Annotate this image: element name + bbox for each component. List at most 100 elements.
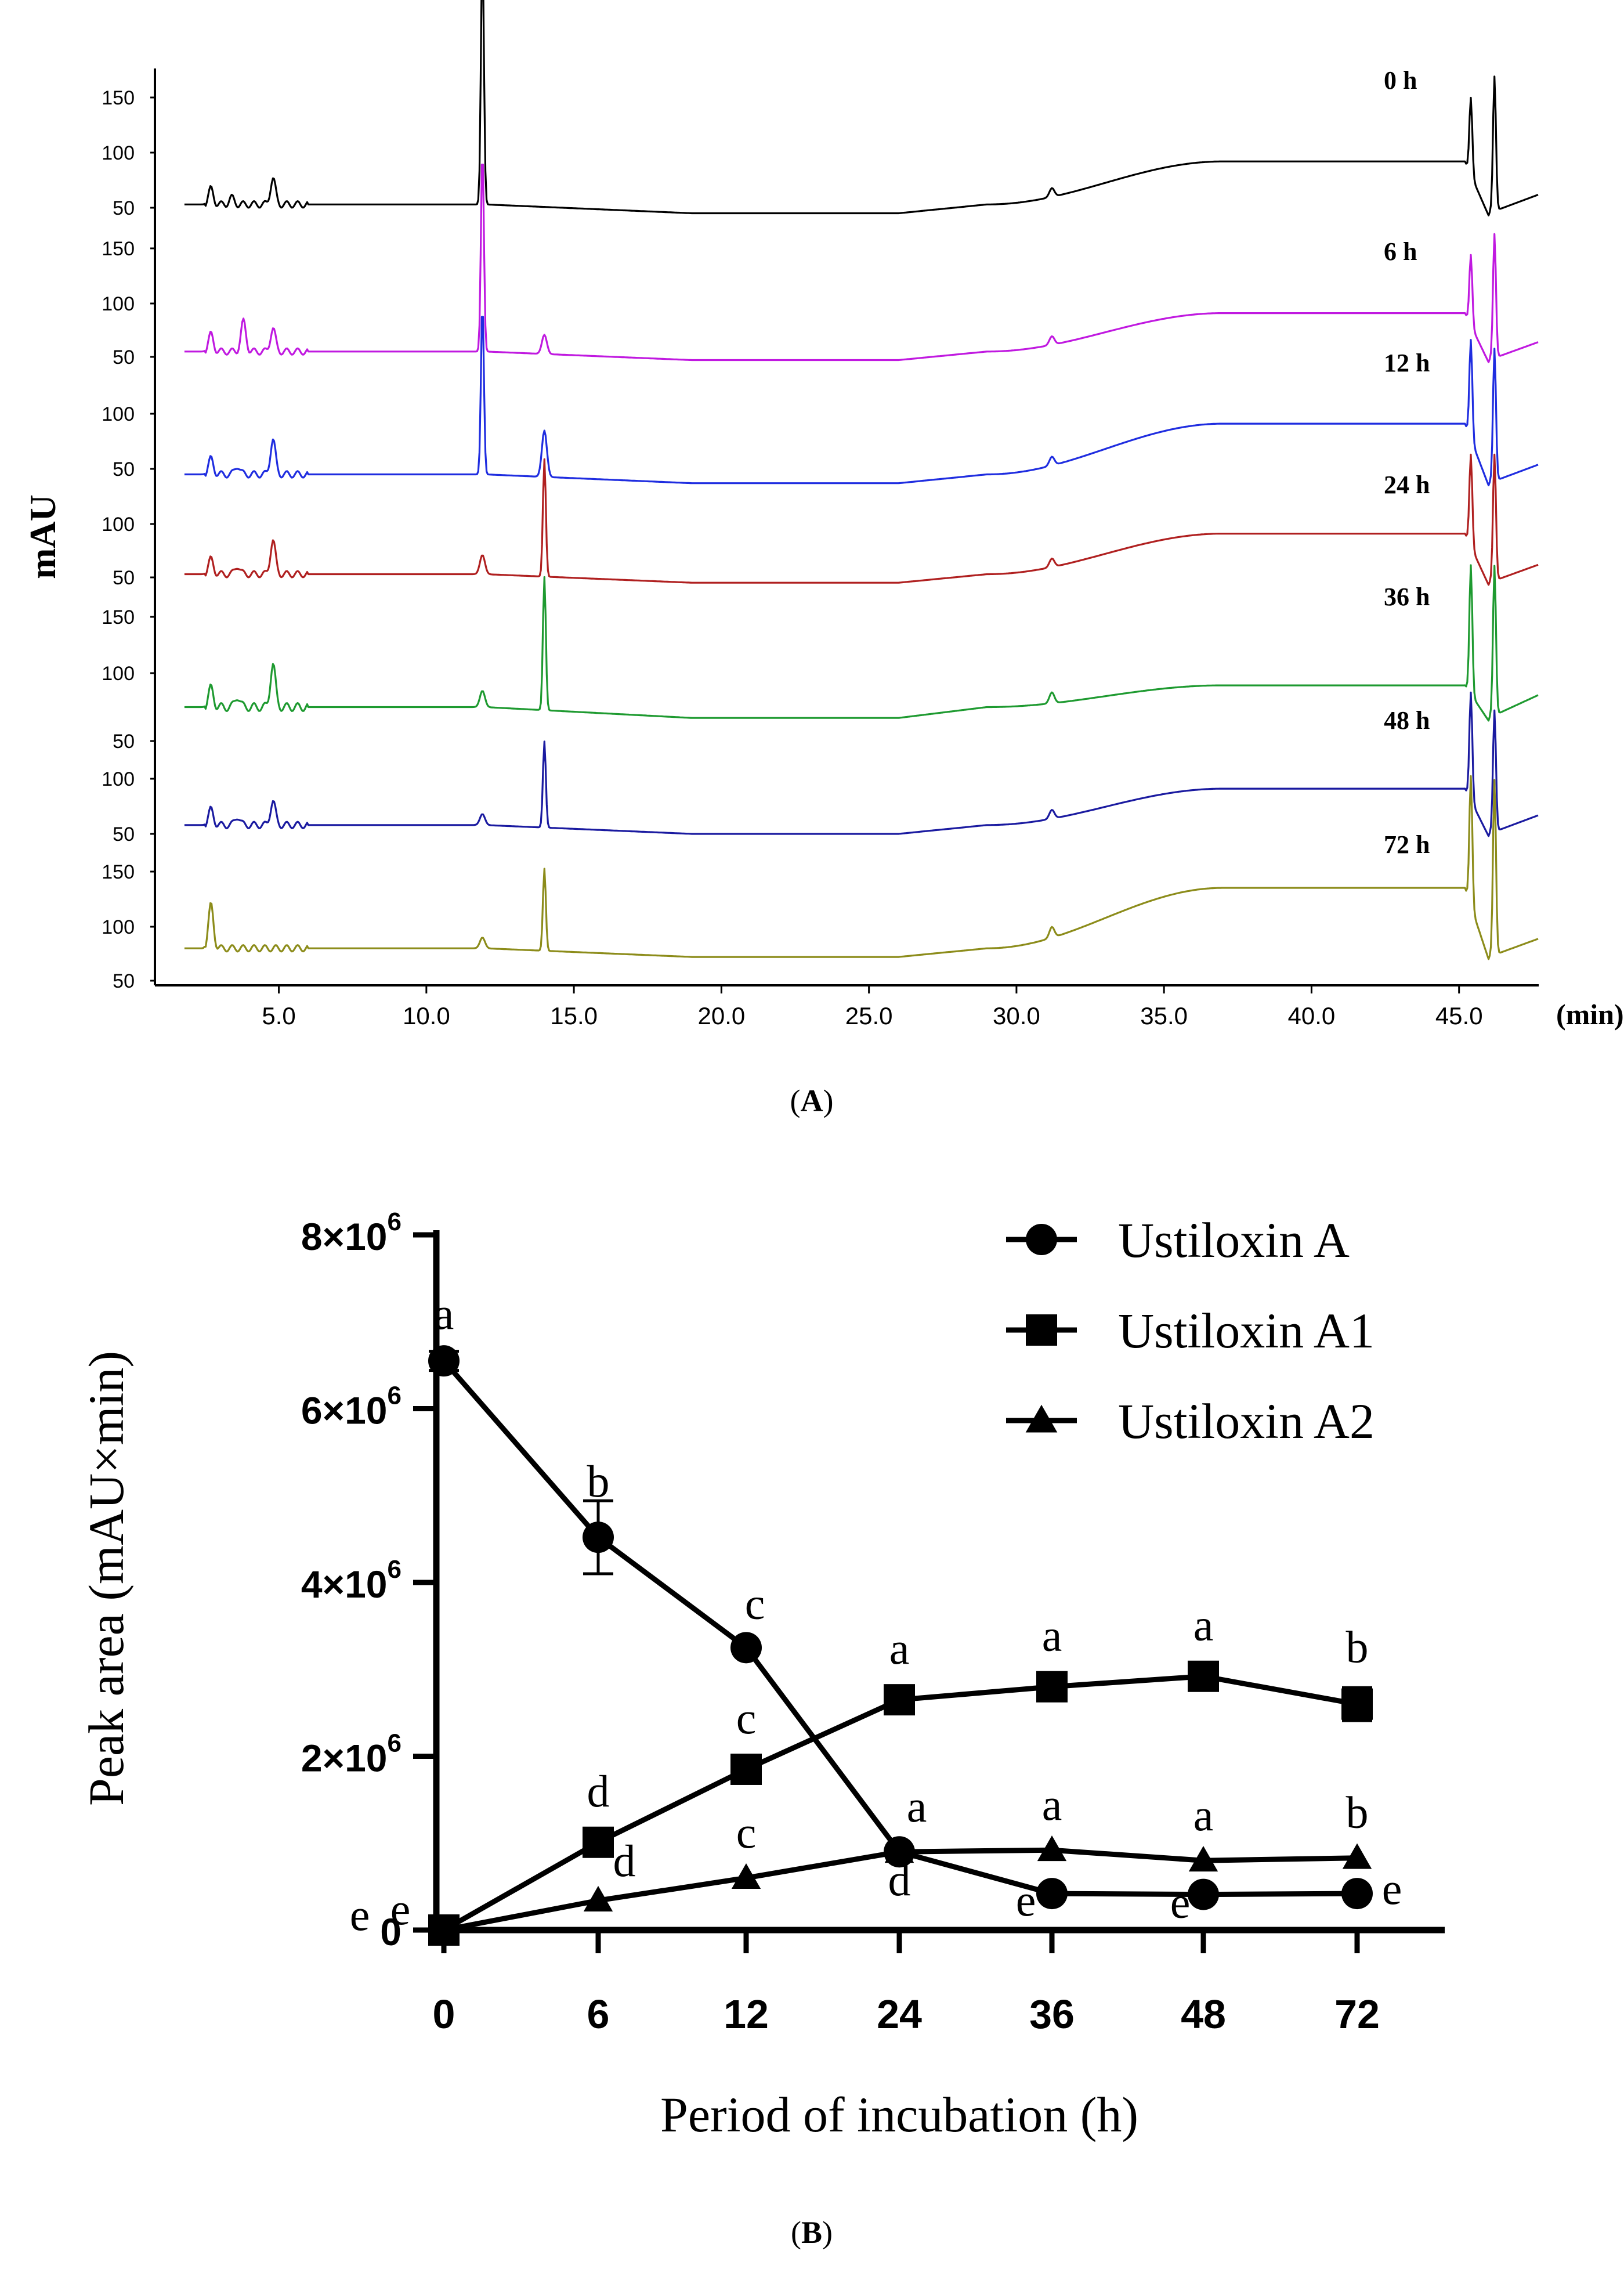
- x-tick-label: 30.0: [993, 1002, 1040, 1029]
- trace-line: [184, 164, 1539, 363]
- trace-label: 24 h: [1384, 471, 1430, 499]
- panel-b-y-axis-label: Peak area (mAU×min): [78, 1351, 134, 1806]
- legend-label: Ustiloxin A1: [1118, 1303, 1375, 1358]
- trace-y-tick-label: 50: [113, 197, 135, 219]
- y-tick-label: 4×106: [301, 1555, 402, 1606]
- marker-square: [1188, 1660, 1219, 1692]
- trace-48h: 100 50 48 h: [102, 691, 1539, 845]
- x-tick-label: 20.0: [698, 1002, 746, 1029]
- x-tick-label: 36: [1029, 1992, 1075, 2037]
- trace-6h: 150 100 50 6 h: [102, 164, 1539, 368]
- significance-letter: a: [889, 1623, 910, 1674]
- x-tick-label: 35.0: [1140, 1002, 1188, 1029]
- trace-group: 150 100 50 0 h 150 100 50 6 h 100 50 12 h 100 50 24 h…: [102, 0, 1539, 992]
- trace-y-tick-label: 150: [102, 606, 135, 628]
- marker-square: [1341, 1688, 1373, 1720]
- marker-circle: [1341, 1878, 1373, 1910]
- significance-letter: d: [613, 1835, 636, 1886]
- x-tick-label: 40.0: [1288, 1002, 1336, 1029]
- trace-y-tick-label: 50: [113, 970, 135, 992]
- x-tick-label: 48: [1181, 1992, 1226, 2037]
- x-tick-label: 0: [433, 1992, 455, 2037]
- marker-circle: [1036, 1878, 1068, 1910]
- significance-letter: e: [1170, 1877, 1191, 1928]
- significance-letter: e: [390, 1884, 411, 1934]
- trace-y-tick-label: 150: [102, 861, 135, 883]
- significance-letter: d: [587, 1766, 610, 1816]
- significance-letter: e: [1016, 1875, 1036, 1925]
- trace-label: 6 h: [1384, 237, 1417, 266]
- significance-letter: a: [907, 1781, 927, 1831]
- significance-letter: b: [1346, 1622, 1369, 1672]
- panel-b-label-close: ): [822, 2215, 833, 2250]
- significance-letter: a: [1042, 1779, 1062, 1830]
- marker-circle: [1188, 1878, 1219, 1910]
- significance-letter: e: [1382, 1863, 1402, 1914]
- trace-72h: 150 100 50 72 h: [102, 775, 1539, 992]
- marker-square: [1026, 1314, 1057, 1346]
- panel-a-label-letter: A: [801, 1083, 823, 1118]
- x-tick-label: 15.0: [550, 1002, 598, 1029]
- significance-letter: b: [587, 1456, 610, 1506]
- panel-b-y-ticks: 0 2×106 4×106 6×106 8×106: [301, 1208, 436, 1953]
- x-tick-label: 12: [724, 1992, 769, 2037]
- trace-y-tick-label: 100: [102, 403, 135, 425]
- significance-letter: d: [888, 1855, 911, 1905]
- marker-triangle: [731, 1863, 761, 1889]
- marker-circle: [428, 1345, 460, 1377]
- legend-label: Ustiloxin A2: [1118, 1393, 1375, 1449]
- trace-y-tick-label: 100: [102, 142, 135, 164]
- trace-y-tick-label: 150: [102, 238, 135, 260]
- y-tick-label: 6×106: [301, 1382, 402, 1432]
- x-tick-label: 5.0: [262, 1002, 295, 1029]
- trace-y-tick-label: 50: [113, 567, 135, 589]
- marker-triangle: [429, 1915, 459, 1941]
- marker-triangle: [583, 1885, 613, 1911]
- legend-item: Ustiloxin A: [1006, 1212, 1350, 1268]
- trace-label: 72 h: [1384, 830, 1430, 859]
- significance-letter: a: [1193, 1790, 1214, 1840]
- marker-triangle: [1037, 1835, 1067, 1862]
- panel-a-label-open: (: [790, 1083, 801, 1118]
- panel-a-chromatograms: 150 100 50 0 h 150 100 50 6 h 100 50 12 h 100 50 24 h…: [22, 0, 1624, 1118]
- y-tick-label: 0: [380, 1910, 402, 1953]
- trace-y-tick-label: 50: [113, 731, 135, 753]
- panel-a-label: (A): [790, 1083, 834, 1118]
- trace-line: [184, 0, 1539, 216]
- trace-line: [184, 691, 1539, 837]
- marker-circle: [1026, 1224, 1057, 1255]
- marker-circle: [583, 1522, 614, 1553]
- legend-item: Ustiloxin A1: [1006, 1303, 1375, 1358]
- y-tick-label: 2×106: [301, 1729, 402, 1780]
- marker-triangle: [1188, 1846, 1218, 1872]
- significance-letter: c: [736, 1693, 757, 1743]
- trace-line: [184, 564, 1539, 722]
- trace-label: 0 h: [1384, 66, 1417, 95]
- x-tick-label: 72: [1334, 1992, 1380, 2037]
- marker-triangle: [1025, 1404, 1058, 1433]
- panel-b-x-ticks: 0 6 12 24 36 48 72: [433, 1930, 1380, 2037]
- x-tick-label: 6: [587, 1992, 610, 2037]
- marker-triangle: [1342, 1843, 1372, 1869]
- x-tick-label: 25.0: [845, 1002, 893, 1029]
- trace-y-tick-label: 100: [102, 514, 135, 536]
- x-tick-label: 24: [877, 1992, 922, 2037]
- significance-letter: a: [434, 1288, 454, 1339]
- trace-12h: 100 50 12 h: [102, 316, 1539, 487]
- x-tick-label: 10.0: [403, 1002, 450, 1029]
- panel-b-x-axis-label: Period of incubation (h): [660, 2087, 1138, 2142]
- legend-item: Ustiloxin A2: [1006, 1393, 1375, 1449]
- trace-36h: 150 100 50 36 h: [102, 564, 1539, 753]
- trace-y-tick-label: 50: [113, 346, 135, 368]
- series-ustiloxin-a: a b c d e e e: [428, 1288, 1402, 1928]
- trace-y-tick-label: 100: [102, 916, 135, 938]
- significance-letter: c: [736, 1807, 757, 1858]
- trace-label: 48 h: [1384, 706, 1430, 735]
- significance-letter: c: [745, 1578, 765, 1628]
- significance-letter: b: [1346, 1787, 1369, 1838]
- significance-letter: e: [350, 1889, 370, 1940]
- x-tick-label: 45.0: [1435, 1002, 1483, 1029]
- marker-square: [1036, 1671, 1068, 1703]
